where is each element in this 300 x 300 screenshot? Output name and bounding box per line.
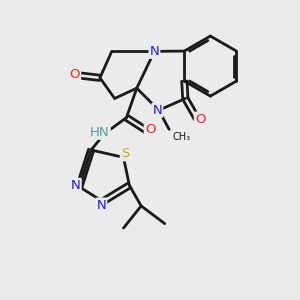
Text: CH₃: CH₃	[172, 132, 190, 142]
Text: N: N	[71, 179, 81, 192]
Text: N: N	[97, 199, 106, 212]
Text: N: N	[152, 104, 162, 117]
Text: O: O	[145, 123, 155, 136]
Text: S: S	[121, 147, 129, 160]
Text: O: O	[70, 68, 80, 81]
Text: HN: HN	[90, 126, 110, 139]
Text: N: N	[149, 45, 159, 58]
Text: O: O	[195, 112, 205, 126]
